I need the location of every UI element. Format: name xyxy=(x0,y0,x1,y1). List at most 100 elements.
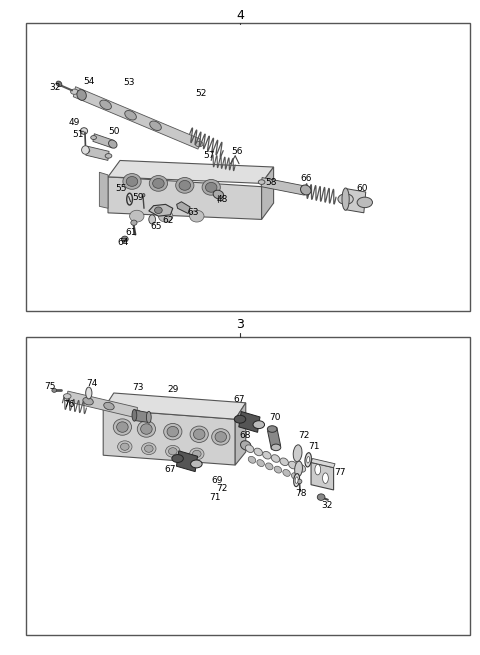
Text: 65: 65 xyxy=(150,222,162,231)
Text: 55: 55 xyxy=(116,184,127,193)
Polygon shape xyxy=(311,462,334,490)
Ellipse shape xyxy=(300,185,311,195)
Ellipse shape xyxy=(113,419,132,435)
Ellipse shape xyxy=(130,210,144,222)
Ellipse shape xyxy=(301,189,308,193)
Ellipse shape xyxy=(100,100,111,109)
Ellipse shape xyxy=(288,461,297,469)
Ellipse shape xyxy=(297,464,306,472)
Ellipse shape xyxy=(166,445,180,457)
Text: 59: 59 xyxy=(132,193,144,202)
Ellipse shape xyxy=(254,448,263,456)
Ellipse shape xyxy=(133,410,141,415)
Ellipse shape xyxy=(63,394,71,399)
Ellipse shape xyxy=(307,457,310,463)
Ellipse shape xyxy=(212,428,230,445)
Polygon shape xyxy=(67,391,137,418)
Ellipse shape xyxy=(168,448,177,455)
Ellipse shape xyxy=(81,128,88,134)
Text: 66: 66 xyxy=(300,174,312,183)
Ellipse shape xyxy=(202,179,220,195)
Polygon shape xyxy=(262,167,274,219)
Polygon shape xyxy=(103,409,235,465)
Ellipse shape xyxy=(108,140,117,148)
Text: 49: 49 xyxy=(69,118,80,127)
Text: 3: 3 xyxy=(236,318,244,331)
Ellipse shape xyxy=(176,178,194,193)
Text: 64: 64 xyxy=(118,238,129,247)
Text: 63: 63 xyxy=(187,208,199,217)
Polygon shape xyxy=(108,177,262,219)
Ellipse shape xyxy=(263,451,271,459)
Text: 70: 70 xyxy=(269,413,280,422)
Ellipse shape xyxy=(357,197,372,208)
Text: 72: 72 xyxy=(299,431,310,440)
Ellipse shape xyxy=(267,426,277,432)
Text: 48: 48 xyxy=(216,195,228,204)
Polygon shape xyxy=(134,410,149,422)
Ellipse shape xyxy=(52,388,57,392)
Ellipse shape xyxy=(142,194,145,197)
Ellipse shape xyxy=(253,421,264,428)
Ellipse shape xyxy=(131,220,137,225)
Ellipse shape xyxy=(164,423,182,440)
Text: 73: 73 xyxy=(132,383,144,392)
Ellipse shape xyxy=(205,183,217,193)
Ellipse shape xyxy=(146,411,151,423)
Ellipse shape xyxy=(144,445,153,452)
Ellipse shape xyxy=(118,441,132,453)
Ellipse shape xyxy=(105,153,112,159)
Ellipse shape xyxy=(190,210,204,222)
Ellipse shape xyxy=(149,176,168,191)
Polygon shape xyxy=(108,160,274,183)
Text: 75: 75 xyxy=(45,382,56,391)
Text: 4: 4 xyxy=(236,9,244,22)
Ellipse shape xyxy=(338,194,353,204)
Ellipse shape xyxy=(195,141,203,147)
Ellipse shape xyxy=(82,145,89,155)
Polygon shape xyxy=(177,202,190,214)
Text: 71: 71 xyxy=(309,442,320,451)
Text: 62: 62 xyxy=(162,215,174,225)
Text: 67: 67 xyxy=(165,465,176,474)
Text: 72: 72 xyxy=(216,484,228,493)
Text: 51: 51 xyxy=(72,130,84,140)
Ellipse shape xyxy=(295,477,298,483)
Ellipse shape xyxy=(271,455,280,462)
Ellipse shape xyxy=(295,461,302,477)
Ellipse shape xyxy=(149,215,156,224)
Ellipse shape xyxy=(132,409,137,421)
Ellipse shape xyxy=(117,422,128,432)
Ellipse shape xyxy=(104,402,114,410)
Polygon shape xyxy=(261,178,305,195)
Text: 67: 67 xyxy=(233,395,245,404)
Ellipse shape xyxy=(234,415,246,423)
Ellipse shape xyxy=(142,443,156,455)
Text: 76: 76 xyxy=(63,400,75,409)
Ellipse shape xyxy=(179,180,191,191)
Text: 61: 61 xyxy=(126,228,137,237)
Ellipse shape xyxy=(274,466,282,473)
Ellipse shape xyxy=(137,421,156,438)
Ellipse shape xyxy=(213,190,224,199)
Ellipse shape xyxy=(317,494,325,500)
Text: 71: 71 xyxy=(209,493,220,502)
Text: 53: 53 xyxy=(123,78,134,87)
Ellipse shape xyxy=(293,445,302,462)
Ellipse shape xyxy=(167,426,179,437)
Ellipse shape xyxy=(91,136,96,140)
Polygon shape xyxy=(311,458,335,468)
Polygon shape xyxy=(103,393,246,419)
Ellipse shape xyxy=(323,473,328,483)
Ellipse shape xyxy=(190,426,208,443)
Ellipse shape xyxy=(271,444,281,451)
Text: 50: 50 xyxy=(108,126,120,136)
Ellipse shape xyxy=(191,460,202,468)
Ellipse shape xyxy=(56,81,62,86)
Ellipse shape xyxy=(257,460,264,466)
Ellipse shape xyxy=(85,387,92,399)
Text: 32: 32 xyxy=(322,500,333,510)
Ellipse shape xyxy=(291,473,299,479)
Bar xyxy=(26,337,470,635)
Ellipse shape xyxy=(158,210,173,222)
